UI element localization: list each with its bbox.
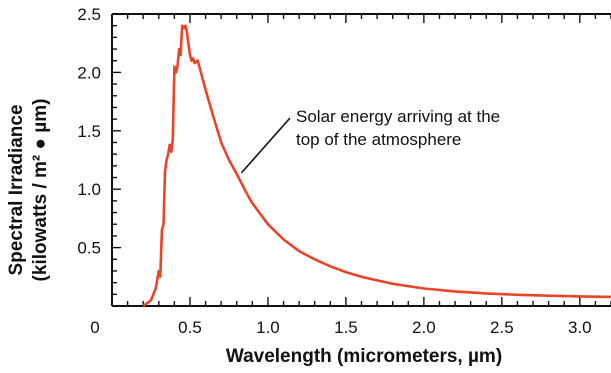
x-axis-title: Wavelength (micrometers, µm) [226, 346, 502, 367]
annotation-leader-line [240, 117, 291, 174]
x-tick-label: 1.5 [334, 318, 358, 337]
tick-labels: 0 0.5 1.0 1.5 2.0 2.5 3.0 0.5 1.0 1.5 2.0 2.5 [77, 5, 591, 337]
x-tick-label: 2.0 [412, 318, 436, 337]
x-tick-label: 2.5 [490, 318, 514, 337]
y-tick-label: 1.5 [77, 122, 101, 141]
y-tick-label: 2.0 [77, 63, 101, 82]
y-tick-label: 1.0 [77, 180, 101, 199]
x-tick-label: 1.0 [256, 318, 280, 337]
axis-ticks [112, 13, 611, 306]
y-tick-label: 2.5 [77, 5, 101, 24]
series-line-solar-irradiance [142, 24, 611, 308]
annotation-text-line-1: Solar energy arriving at the [296, 107, 500, 126]
y-tick-label: 0.5 [77, 239, 101, 258]
x-tick-label: 0 [90, 318, 99, 337]
y-axis-title-line-1: Spectral Irradiance [6, 104, 27, 275]
y-axis-title-line-2: (kilowatts / m² ● µm) [30, 99, 51, 282]
x-tick-label: 3.0 [568, 318, 592, 337]
annotation-text-line-2: top of the atmosphere [296, 130, 461, 149]
chart-axes [111, 13, 611, 307]
x-tick-label: 0.5 [178, 318, 202, 337]
